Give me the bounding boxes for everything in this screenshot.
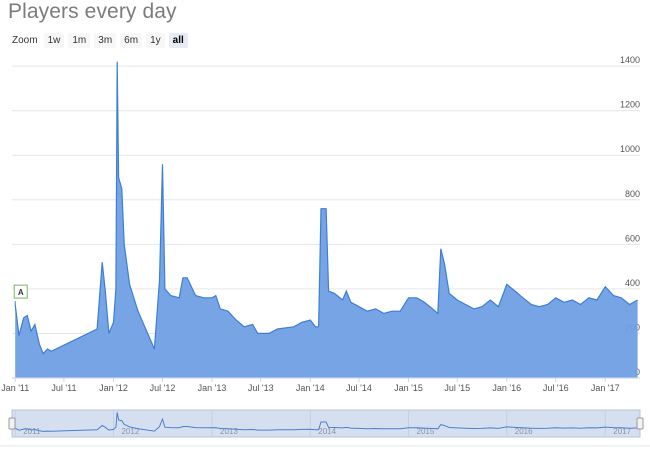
y-tick-label: 400 [625,278,640,288]
zoom-button-3m[interactable]: 3m [94,32,117,48]
flag-marker: A [13,284,28,305]
x-tick-label: Jan '14 [296,383,325,393]
x-tick-label: Jan '16 [492,383,521,393]
zoom-button-1y[interactable]: 1y [146,32,165,48]
navigator-year-label: 2015 [417,427,435,436]
zoom-button-all[interactable]: all [168,32,188,48]
y-tick-label: 600 [625,233,640,243]
x-tick-label: Jan '12 [99,383,128,393]
navigator-year-label: 2017 [613,427,631,436]
x-tick-label: Jul '11 [51,383,76,393]
zoom-button-6m[interactable]: 6m [120,32,143,48]
x-tick-label: Jul '12 [150,383,176,393]
x-tick-label: Jul '15 [444,383,470,393]
navigator-series [14,412,638,432]
flag-box [13,284,28,299]
navigator-year-label: 2016 [515,427,533,436]
zoom-button-1m[interactable]: 1m [68,32,91,48]
x-tick-label: Jul '16 [543,383,569,393]
y-tick-label: 1200 [620,100,640,110]
x-tick-label: Jan '15 [394,383,423,393]
navigator-year-label: 2014 [318,427,336,436]
x-axis: Jan '11 Jul '11 Jan '12 Jul '12 Jan '13 Jul '… [1,378,620,393]
y-tick-label: 1000 [620,144,640,154]
navigator-year-label: 2013 [220,427,238,436]
navigator-handle-right[interactable] [636,417,644,430]
navigator-handle-left[interactable] [8,417,16,430]
y-tick-label: 800 [625,189,640,199]
x-tick-label: Jul '13 [248,383,274,393]
x-tick-label: Jan '13 [198,383,227,393]
x-tick-label: Jan '17 [591,383,620,393]
navigator-year-label: 2012 [121,427,139,436]
navigator-labels: 2011 2012 2013 2014 2015 2016 2017 [14,410,632,437]
zoom-controls: Zoom 1w 1m 3m 6m 1y all [12,32,188,48]
navigator-year-label: 2011 [23,427,41,436]
x-tick-label: Jul '14 [346,383,372,393]
zoom-label: Zoom [12,34,38,46]
flag-label: A [18,288,24,297]
x-tick-label: Jan '11 [1,383,29,393]
y-tick-label: 1400 [620,55,640,65]
chart-title: Players every day [8,0,177,23]
series-line [14,61,638,355]
zoom-button-1w[interactable]: 1w [43,32,65,48]
